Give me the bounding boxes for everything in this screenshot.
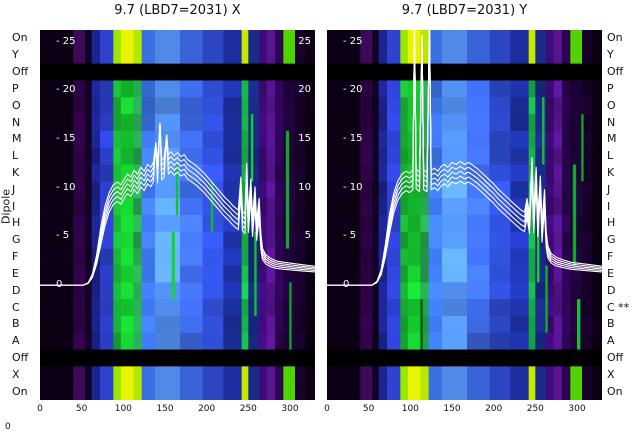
value-tick-label-left: - 20 — [343, 84, 363, 96]
row-label-left: Off — [12, 65, 29, 79]
y-axis-label: Dipole — [0, 188, 13, 225]
heatmap-panel-x: - 25 25- 20 20- 15 15- 10 10- 5 5 0 0 50 100 150 20… — [37, 30, 315, 414]
row-label-right: M — [607, 132, 617, 146]
x-tick-label: 200 — [485, 404, 503, 414]
row-label-right: On — [607, 384, 623, 398]
row-label-right: I — [607, 199, 611, 213]
row-label-right: Y — [607, 48, 614, 62]
heatmap-canvas-y — [327, 30, 602, 400]
row-label-left: N — [12, 115, 21, 129]
row-label-left: O — [12, 98, 21, 112]
x-tick-label: 150 — [156, 404, 174, 414]
value-tick-label-left: - 5 — [343, 230, 357, 242]
row-label-right: A — [607, 334, 615, 348]
row-label-right: P — [607, 81, 614, 95]
value-tick-label-left: - 10 — [343, 181, 363, 193]
panel-title-y: 9.7 (LBD7=2031) Y — [401, 3, 528, 18]
value-tick-label-left: - 15 — [343, 133, 363, 145]
origin-tick-label: 0 — [5, 422, 11, 432]
x-tick-label: 100 — [401, 404, 419, 414]
row-label-right: L — [607, 149, 614, 163]
value-tick-label-right: 25 — [298, 35, 311, 47]
row-label-left: B — [12, 317, 20, 331]
row-label-left: H — [12, 216, 21, 230]
row-label-left: J — [12, 182, 16, 196]
value-tick-label-left: - 20 — [56, 84, 76, 96]
row-label-right: N — [607, 115, 616, 129]
row-label-left: X — [12, 367, 20, 381]
value-tick-label-right: 5 — [304, 230, 311, 242]
value-tick-label-left: - 5 — [56, 230, 70, 242]
value-tick-label-right: 20 — [298, 84, 311, 96]
x-tick-label: 50 — [75, 404, 88, 414]
x-tick-label: 300 — [281, 404, 299, 414]
value-tick-label-left: - 15 — [56, 133, 76, 145]
value-tick-label-left: - 25 — [343, 35, 363, 47]
heatmap-panel-y: - 25 - 20 - 15 - 10 - 5 0 0 50 100 150 200 250 300 — [324, 30, 602, 414]
row-label-right: B — [607, 317, 615, 331]
row-label-right: C ** — [607, 300, 630, 314]
value-tick-label-left: - 10 — [56, 181, 76, 193]
row-label-right: D — [607, 283, 616, 297]
row-label-left: C — [12, 300, 20, 314]
x-tick-label: 250 — [239, 404, 257, 414]
row-label-left: K — [12, 165, 20, 179]
x-tick-label: 0 — [324, 404, 330, 414]
row-label-right: Off — [607, 350, 624, 364]
panel-title-x: 9.7 (LBD7=2031) X — [114, 3, 241, 18]
value-tick-label-right: 15 — [298, 133, 311, 145]
row-label-right: E — [607, 266, 614, 280]
x-tick-label: 200 — [198, 404, 216, 414]
row-label-right: F — [607, 250, 614, 264]
x-tick-label: 150 — [443, 404, 461, 414]
row-label-left: Y — [12, 48, 19, 62]
row-label-left: A — [12, 334, 20, 348]
value-tick-label-left: 0 — [343, 279, 350, 291]
row-label-left: D — [12, 283, 21, 297]
x-tick-label: 300 — [568, 404, 586, 414]
value-tick-label-right: 10 — [298, 181, 311, 193]
value-tick-label-left: 0 — [56, 279, 63, 291]
row-label-right: H — [607, 216, 616, 230]
x-tick-label: 50 — [362, 404, 375, 414]
row-label-right: G — [607, 233, 616, 247]
x-tick-label: 100 — [114, 404, 132, 414]
row-label-left: M — [12, 132, 22, 146]
row-label-left: F — [12, 250, 19, 264]
row-label-right: Off — [607, 65, 624, 79]
row-label-left: I — [12, 199, 16, 213]
row-label-left: G — [12, 233, 21, 247]
row-label-left: P — [12, 81, 19, 95]
row-label-right: On — [607, 31, 623, 45]
x-tick-label: 250 — [526, 404, 544, 414]
value-tick-label-left: - 25 — [56, 35, 76, 47]
heatmap-canvas-x — [40, 30, 315, 400]
row-label-right: O — [607, 98, 616, 112]
row-label-left: E — [12, 266, 19, 280]
row-label-left: L — [12, 149, 19, 163]
row-label-left: On — [12, 384, 28, 398]
row-label-right: J — [607, 182, 611, 196]
x-tick-label: 0 — [37, 404, 43, 414]
row-label-right: K — [607, 165, 615, 179]
row-label-left: On — [12, 31, 28, 45]
row-label-right: X — [607, 367, 615, 381]
row-label-left: Off — [12, 350, 29, 364]
